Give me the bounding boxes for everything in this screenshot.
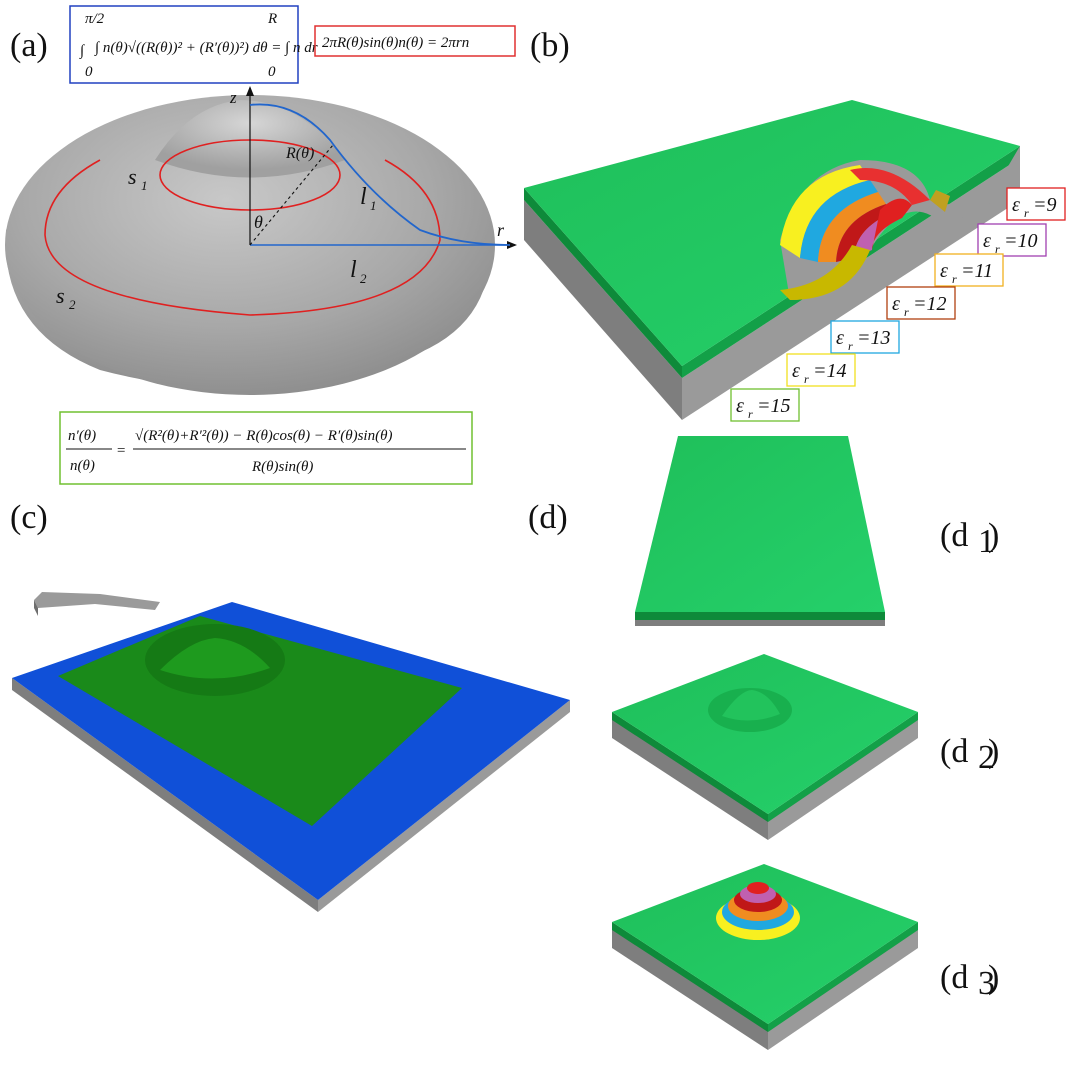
eps-label-10: ε r =10 bbox=[977, 223, 1047, 257]
slab-d1 bbox=[635, 436, 885, 626]
svg-text:s: s bbox=[128, 164, 137, 189]
svg-text:): ) bbox=[988, 733, 999, 770]
svg-text:3: 3 bbox=[978, 965, 995, 1002]
eq-green-den: R(θ)sin(θ) bbox=[251, 459, 313, 475]
panel-label-d: (d) bbox=[528, 499, 568, 536]
svg-text:r: r bbox=[904, 305, 909, 319]
profile-curve bbox=[249, 103, 511, 246]
label-s1: s 1 bbox=[128, 164, 148, 193]
eps-label-11: ε r =11 bbox=[934, 253, 1004, 287]
svg-text:=13: =13 bbox=[857, 327, 891, 349]
svg-text:ε: ε bbox=[892, 293, 900, 315]
svg-text:s: s bbox=[56, 283, 65, 308]
eps-label-14: ε r =14 bbox=[786, 353, 856, 387]
svg-text:r: r bbox=[748, 407, 753, 421]
svg-text:1: 1 bbox=[978, 523, 995, 560]
panel-label-b: (b) bbox=[530, 27, 570, 64]
svg-text:=: = bbox=[116, 443, 126, 459]
equation-box-green: n′(θ) n(θ) = √(R²(θ)+R′²(θ)) − R(θ)cos(θ… bbox=[59, 411, 473, 485]
svg-text:l: l bbox=[350, 257, 357, 283]
contour-s2 bbox=[44, 159, 441, 316]
eps-label-9: ε r =9 bbox=[1006, 187, 1066, 221]
panel-label-d2: (d 2 ) bbox=[940, 733, 999, 776]
eq-blue-upper2: R bbox=[267, 11, 277, 27]
svg-text:ε: ε bbox=[1012, 194, 1020, 216]
patch-antenna bbox=[12, 592, 570, 912]
svg-text:r: r bbox=[1024, 206, 1029, 220]
svg-text:): ) bbox=[988, 517, 999, 554]
svg-text:(d: (d bbox=[940, 733, 968, 770]
eq-blue-integral: ∫ bbox=[79, 43, 86, 59]
axis-z-label: z bbox=[229, 88, 237, 107]
svg-text:ε: ε bbox=[983, 230, 991, 252]
svg-text:r: r bbox=[804, 372, 809, 386]
svg-text:(d: (d bbox=[940, 959, 968, 996]
svg-text:r: r bbox=[995, 242, 1000, 256]
radius-dashed bbox=[249, 144, 334, 246]
label-R: R(θ) bbox=[285, 145, 314, 162]
svg-text:1: 1 bbox=[370, 198, 377, 213]
eq-green-num: √(R²(θ)+R′²(θ)) − R(θ)cos(θ) − R′(θ)sin(… bbox=[135, 428, 392, 444]
svg-text:2: 2 bbox=[69, 297, 76, 312]
svg-text:=10: =10 bbox=[1004, 230, 1038, 252]
svg-text:(d: (d bbox=[940, 517, 968, 554]
svg-text:=14: =14 bbox=[813, 360, 847, 382]
label-l2: l 2 bbox=[350, 257, 367, 286]
svg-text:): ) bbox=[988, 959, 999, 996]
svg-text:r: r bbox=[952, 272, 957, 286]
eq-red-text: 2πR(θ)sin(θ)n(θ) = 2πrn bbox=[322, 35, 469, 51]
svg-text:l: l bbox=[360, 184, 367, 210]
svg-text:=15: =15 bbox=[757, 395, 791, 417]
svg-text:ε: ε bbox=[836, 327, 844, 349]
label-s2: s 2 bbox=[56, 283, 76, 312]
svg-text:2: 2 bbox=[978, 739, 995, 776]
panel-label-a: (a) bbox=[10, 27, 48, 64]
eq-blue-text: ∫ n(θ)√((R(θ))² + (R′(θ))²) dθ = ∫ n dr bbox=[94, 40, 318, 56]
eps-label-15: ε r =15 bbox=[730, 388, 800, 422]
label-l1: l 1 bbox=[360, 184, 377, 213]
panel-label-d1: (d 1 ) bbox=[940, 517, 999, 560]
eps-label-12: ε r =12 bbox=[886, 286, 956, 320]
eq-blue-lower: 0 bbox=[85, 64, 93, 80]
axis-r-arrow bbox=[507, 241, 517, 249]
label-theta: θ bbox=[254, 212, 263, 232]
svg-text:ε: ε bbox=[736, 395, 744, 417]
svg-text:=11: =11 bbox=[961, 260, 993, 282]
svg-text:=9: =9 bbox=[1033, 194, 1057, 216]
eps-label-13: ε r =13 bbox=[830, 320, 900, 354]
axis-r-label: r bbox=[497, 220, 505, 240]
svg-text:1: 1 bbox=[141, 178, 148, 193]
svg-text:2: 2 bbox=[360, 271, 367, 286]
slab-b bbox=[524, 100, 1020, 420]
svg-text:ε: ε bbox=[792, 360, 800, 382]
equation-box-red: 2πR(θ)sin(θ)n(θ) = 2πrn bbox=[314, 25, 516, 57]
eq-blue-lower2: 0 bbox=[268, 64, 276, 80]
eq-green-lhs-den: n(θ) bbox=[70, 458, 95, 474]
panel-label-c: (c) bbox=[10, 499, 48, 536]
svg-text:ε: ε bbox=[940, 260, 948, 282]
slab-d3 bbox=[612, 864, 918, 1050]
eq-blue-upper: π/2 bbox=[85, 11, 105, 27]
svg-text:r: r bbox=[848, 339, 853, 353]
slab-d2 bbox=[612, 654, 918, 840]
equation-box-blue: π/2 0 ∫ ∫ n(θ)√((R(θ))² + (R′(θ))²) dθ =… bbox=[69, 5, 318, 84]
eq-green-lhs-num: n′(θ) bbox=[68, 428, 96, 444]
axis-z-arrow bbox=[246, 86, 254, 96]
panel-label-d3: (d 3 ) bbox=[940, 959, 999, 1002]
svg-text:=12: =12 bbox=[913, 293, 947, 315]
